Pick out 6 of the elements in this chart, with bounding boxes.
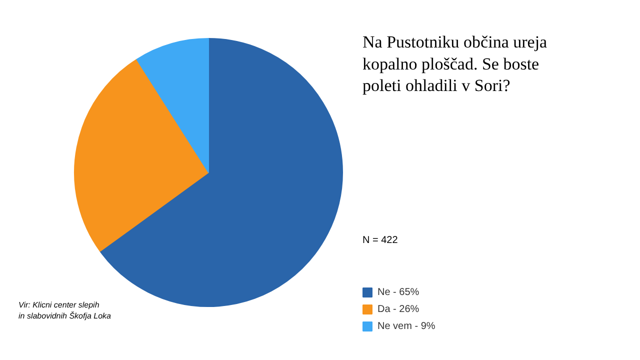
text: N = 422 <box>362 235 398 246</box>
text: Na Pustotniku občina ureja kopalno ploščad. Se boste poleti ohladili v Sori? <box>362 32 548 96</box>
text: Vir: Klicni center slepih in slabovidnih Škofja Loka <box>18 300 112 320</box>
legend-label: Da - 26% <box>378 304 420 315</box>
legend-label: Ne vem - 9% <box>378 321 436 332</box>
legend-label: Ne - 65% <box>378 287 420 298</box>
